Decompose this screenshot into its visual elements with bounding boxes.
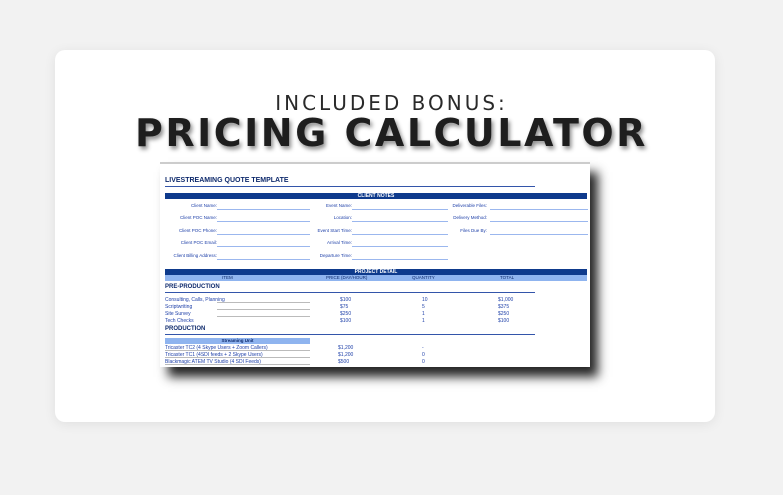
column-header-row <box>165 275 587 281</box>
divider <box>170 163 310 164</box>
line-item: Consulting, Calls, Planning <box>165 297 225 303</box>
line-qty[interactable]: 0 <box>422 352 425 358</box>
item-underline <box>217 316 310 317</box>
client-field-input[interactable] <box>217 234 310 235</box>
client-field-label: Delivery Method: <box>453 215 487 220</box>
line-qty[interactable]: 5 <box>422 304 425 310</box>
section-rule <box>165 292 535 293</box>
col-quantity: QUANTITY <box>412 275 435 281</box>
client-field-input[interactable] <box>490 234 588 235</box>
line-price: $500 <box>338 359 350 365</box>
line-total: $100 <box>498 318 510 324</box>
client-notes-header: CLIENT NOTES <box>165 193 587 199</box>
line-price: $1,200 <box>338 352 354 358</box>
item-underline <box>165 350 310 351</box>
line-price: $1,200 <box>338 345 354 351</box>
sheet-title: LIVESTREAMING QUOTE TEMPLATE <box>165 177 289 184</box>
client-field-input[interactable] <box>490 209 588 210</box>
line-qty[interactable]: - <box>422 345 424 351</box>
client-field-input[interactable] <box>352 234 448 235</box>
line-price: $100 <box>340 318 352 324</box>
line-total: $250 <box>498 311 510 317</box>
client-field-label: Client POC Phone: <box>178 228 217 233</box>
col-price: PRICE (DAY/HOUR) <box>326 275 368 281</box>
line-price: $75 <box>340 304 349 310</box>
client-field-label: Client Name: <box>190 203 217 208</box>
pre-production-heading: PRE-PRODUCTION <box>165 284 220 290</box>
line-qty[interactable]: 0 <box>422 359 425 365</box>
line-price: $250 <box>340 311 352 317</box>
line-qty[interactable]: 1 <box>422 318 425 324</box>
line-item: Site Survey <box>165 311 191 317</box>
client-field-input[interactable] <box>217 221 310 222</box>
client-field-label: Departure Time: <box>319 253 352 258</box>
line-item: Tech Checks <box>165 318 194 324</box>
bonus-label: INCLUDED BONUS: <box>275 91 508 115</box>
item-underline <box>217 309 310 310</box>
client-field-input[interactable] <box>352 209 448 210</box>
client-field-label: Arrival Time: <box>326 240 352 245</box>
line-item: Scriptwriting <box>165 304 193 310</box>
line-item: Blackmagic ATEM TV Studio (4 SDI Feeds) <box>165 359 261 365</box>
production-heading: PRODUCTION <box>165 326 206 332</box>
client-field-input[interactable] <box>352 259 448 260</box>
line-qty[interactable]: 1 <box>422 311 425 317</box>
client-field-label: Client POC Email: <box>180 240 217 245</box>
line-item: Tricaster TC2 (4 Skype Users + Zoom Call… <box>165 345 268 351</box>
item-underline <box>165 357 310 358</box>
line-total: $1,000 <box>498 297 514 303</box>
client-field-label: Event Name: <box>325 203 352 208</box>
client-field-label: Location: <box>333 215 352 220</box>
line-total: $375 <box>498 304 510 310</box>
client-field-input[interactable] <box>352 246 448 247</box>
line-price: $100 <box>340 297 352 303</box>
col-total: TOTAL <box>500 275 515 281</box>
col-item: ITEM <box>222 275 233 281</box>
client-field-label: Event Start Time: <box>317 228 352 233</box>
line-item: Tricaster TC1 (4SDI feeds + 2 Skype User… <box>165 352 263 358</box>
item-underline <box>217 302 310 303</box>
client-field-input[interactable] <box>352 221 448 222</box>
client-field-label: Files Due By: <box>460 228 487 233</box>
project-detail-header: PROJECT DETAIL <box>165 269 587 275</box>
spreadsheet-preview: LIVESTREAMING QUOTE TEMPLATE CLIENT NOTE… <box>160 162 590 367</box>
client-field-label: Client Billing Address: <box>173 253 217 258</box>
page-title: PRICING CALCULATOR <box>135 111 648 155</box>
line-qty[interactable]: 10 <box>422 297 428 303</box>
client-field-label: Client POC Name: <box>179 215 217 220</box>
client-field-input[interactable] <box>217 259 310 260</box>
item-underline <box>165 364 310 365</box>
client-field-label: Deliverable Files: <box>452 203 487 208</box>
title-rule <box>165 186 535 187</box>
client-field-input[interactable] <box>217 246 310 247</box>
client-field-input[interactable] <box>490 221 588 222</box>
streaming-unit-header: Streaming Unit <box>165 338 310 344</box>
section-rule <box>165 334 535 335</box>
client-field-input[interactable] <box>217 209 310 210</box>
